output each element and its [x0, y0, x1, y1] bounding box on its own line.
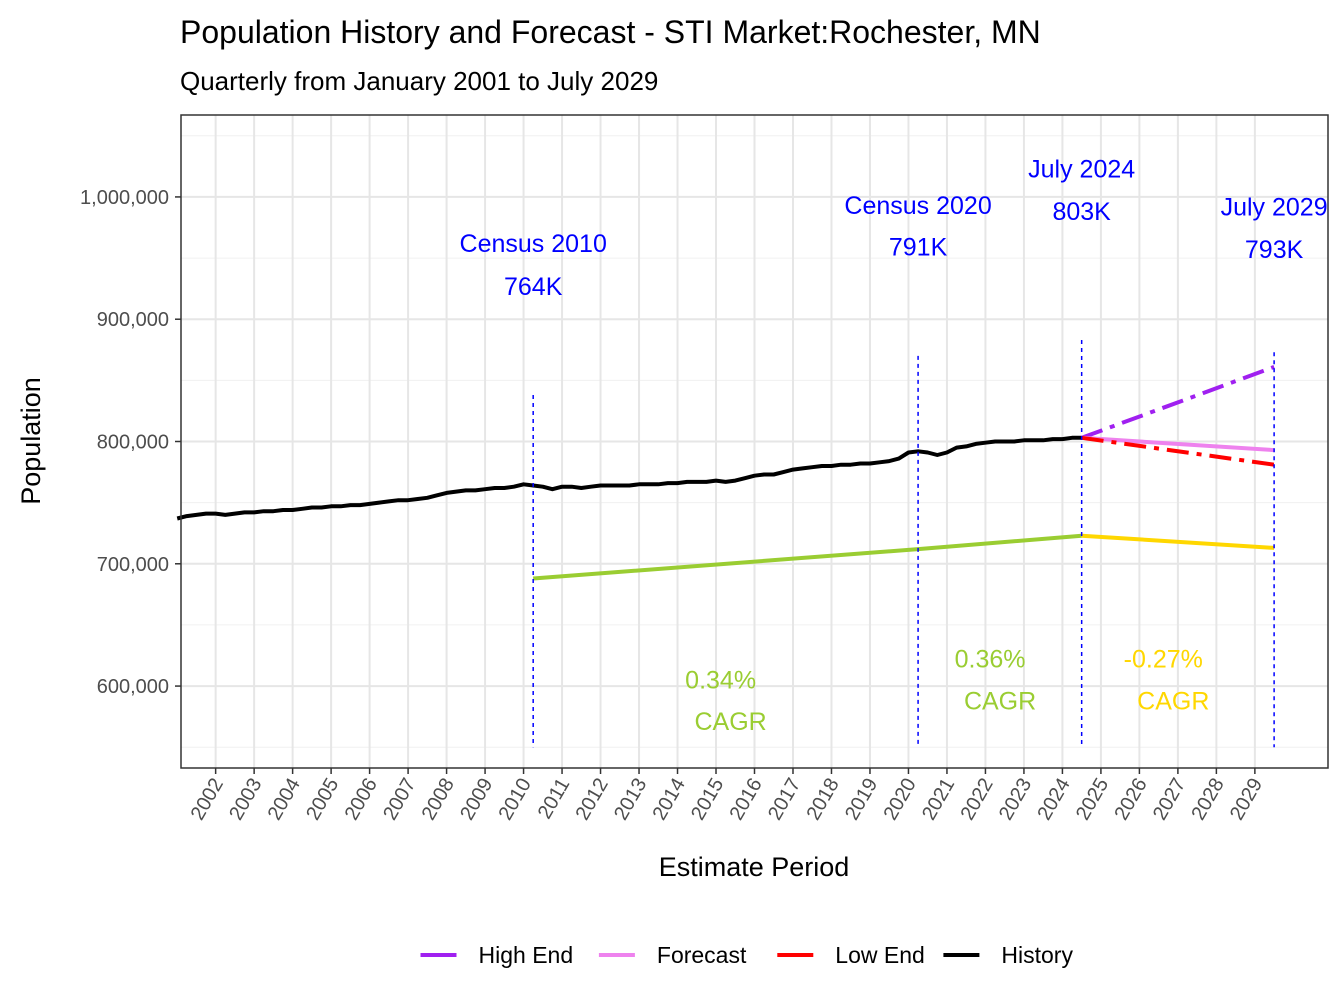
chart-subtitle: Quarterly from January 2001 to July 2029	[180, 66, 658, 96]
legend-label: Forecast	[657, 942, 747, 968]
y-tick-label: 900,000	[97, 309, 169, 331]
legend-label: History	[1001, 942, 1073, 968]
annotations: Census 2010 764K Census 2020 791K July 2024 8…	[460, 155, 1328, 736]
cagr-rate: -0.27%	[1124, 646, 1203, 674]
milestone-value: 793K	[1245, 236, 1304, 264]
cagr-label: CAGR	[1137, 687, 1209, 715]
x-tick-label: 2018	[803, 775, 844, 825]
milestone-label: July 2024	[1028, 155, 1135, 183]
x-tick-label: 2021	[918, 775, 959, 825]
cagr-rate: 0.36%	[955, 646, 1026, 674]
x-tick-label: 2012	[572, 775, 613, 825]
series-line-low-end	[1081, 435, 1275, 467]
series-line-cagr-2024-2029	[1081, 533, 1275, 550]
x-tick-label: 2004	[264, 775, 305, 825]
milestone-label: July 2029	[1221, 193, 1328, 221]
x-tick-label: 2005	[302, 775, 343, 825]
legend: High End Forecast Low End History	[420, 942, 1073, 968]
x-axis-title: Estimate Period	[659, 852, 850, 882]
milestone-value: 803K	[1052, 198, 1111, 226]
y-tick-label: 600,000	[97, 676, 169, 698]
y-axis-title: Population	[16, 377, 46, 505]
x-tick-label: 2014	[649, 775, 690, 825]
legend-label: Low End	[835, 942, 925, 968]
x-tick-label: 2011	[534, 775, 575, 823]
x-tick-label: 2003	[225, 775, 266, 825]
x-tick-label: 2008	[418, 775, 459, 825]
x-tick-label: 2010	[495, 775, 536, 825]
x-tick-label: 2024	[1033, 775, 1074, 825]
x-tick-label: 2006	[341, 775, 382, 825]
legend-label: High End	[479, 942, 574, 968]
x-tick-label: 2023	[995, 775, 1036, 825]
milestone-value: 791K	[889, 234, 948, 262]
cagr-rate: 0.34%	[685, 667, 756, 695]
y-tick-label: 700,000	[97, 554, 169, 576]
y-tick-label: 800,000	[97, 432, 169, 454]
y-tick-label: 1,000,000	[80, 187, 169, 209]
x-tick-label: 2013	[610, 775, 651, 825]
x-tick-label: 2029	[1226, 775, 1267, 825]
milestone-label: Census 2020	[844, 192, 991, 220]
milestone-lines	[532, 340, 1275, 748]
x-tick-label: 2026	[1110, 775, 1151, 825]
milestone-label: Census 2010	[460, 230, 607, 258]
x-tick-label: 2028	[1187, 775, 1228, 825]
series-line-forecast	[1081, 435, 1275, 453]
x-tick-label: 2007	[379, 775, 420, 825]
x-tick-label: 2025	[1072, 775, 1113, 825]
x-tick-label: 2009	[456, 775, 497, 825]
x-tick-label: 2002	[187, 775, 228, 825]
milestone-value: 764K	[504, 273, 563, 301]
x-tick-label: 2027	[1149, 775, 1190, 825]
x-tick-label: 2019	[841, 775, 882, 825]
x-tick-label: 2022	[956, 775, 997, 825]
cagr-label: CAGR	[964, 687, 1036, 715]
series-line-high-end	[1081, 365, 1275, 440]
chart-title: Population History and Forecast - STI Ma…	[180, 14, 1041, 50]
x-tick-label: 2020	[879, 775, 920, 825]
x-tick-label: 2016	[726, 775, 767, 825]
x-tick-label: 2015	[687, 775, 728, 825]
cagr-label: CAGR	[695, 708, 767, 736]
series-line-history	[176, 435, 1082, 521]
x-tick-label: 2017	[764, 775, 805, 825]
